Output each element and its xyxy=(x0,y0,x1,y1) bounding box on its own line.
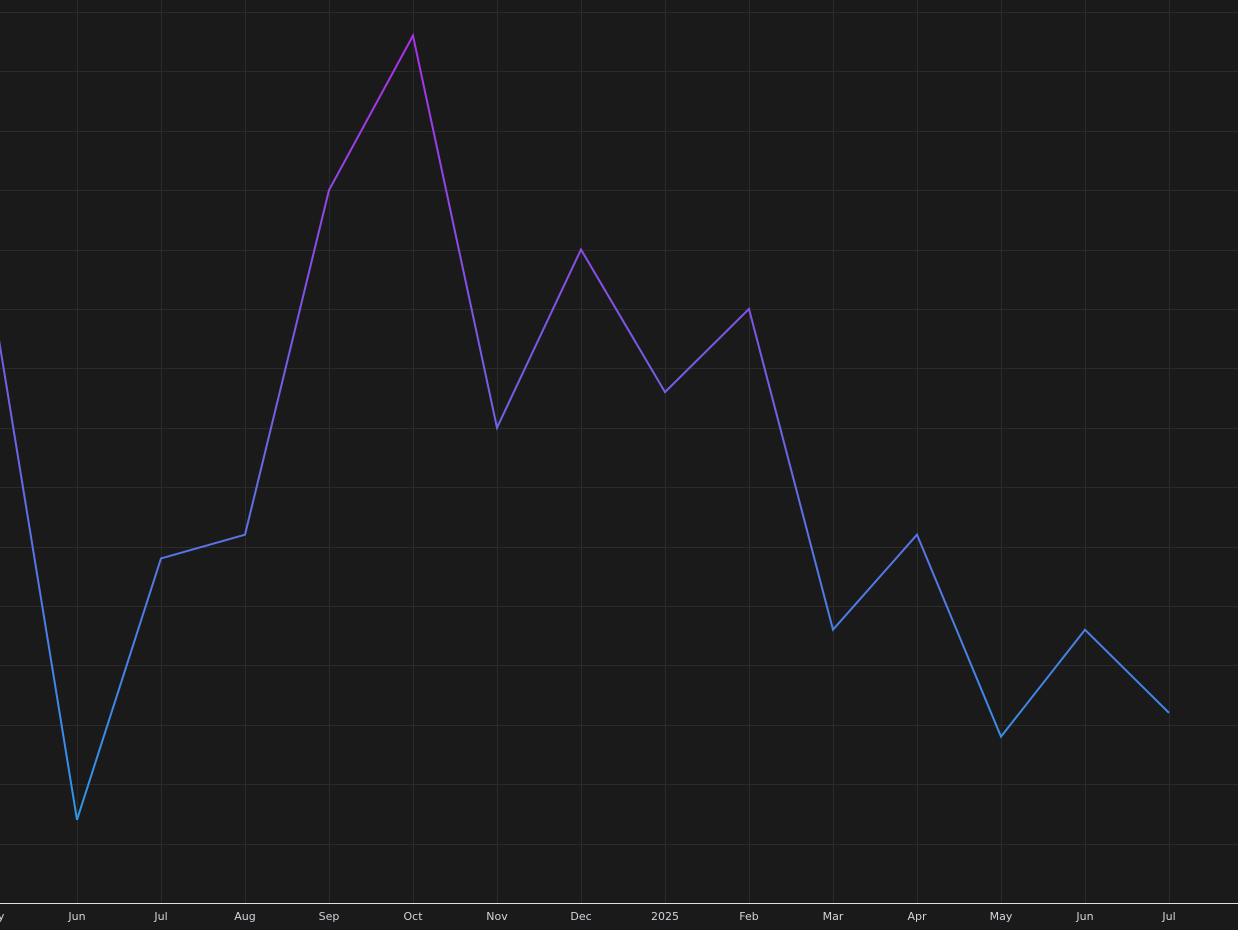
x-tick-label: Jul xyxy=(153,910,167,923)
x-tick-label: May xyxy=(0,910,5,923)
line-series xyxy=(0,32,1170,821)
x-tick-label: May xyxy=(990,910,1013,923)
x-tick-label: Nov xyxy=(486,910,508,923)
x-tick-label: Mar xyxy=(823,910,844,923)
x-tick-label: Jun xyxy=(1075,910,1093,923)
x-tick-label: Apr xyxy=(907,910,927,923)
x-tick-label: Sep xyxy=(319,910,340,923)
x-tick-label: Dec xyxy=(570,910,591,923)
x-tick-label: Oct xyxy=(403,910,423,923)
x-tick-label: Jun xyxy=(67,910,85,923)
x-tick-label: 2025 xyxy=(651,910,679,923)
x-tick-label: Feb xyxy=(739,910,758,923)
x-tick-label: Jul xyxy=(1161,910,1175,923)
x-tick-label: Aug xyxy=(234,910,255,923)
